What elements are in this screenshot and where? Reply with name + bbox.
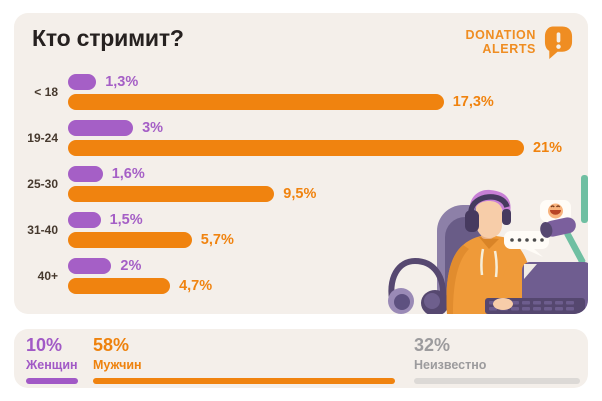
chart-row: 31-40 1,5% 5,7%: [18, 212, 562, 248]
summary-label: Неизвестно: [414, 357, 487, 372]
logo-line1: DONATION: [465, 27, 536, 42]
summary-value: 58%: [93, 335, 130, 355]
summary-label: Мужчин: [93, 357, 142, 372]
chart-row: 19-24 3% 21%: [18, 120, 562, 156]
category-label: 19-24: [27, 131, 58, 145]
men-bar-line: 21%: [68, 140, 562, 156]
donation-alerts-bubble-icon: [544, 26, 573, 59]
women-bar: [68, 258, 112, 274]
men-bar: [68, 186, 275, 202]
headphones-stand-graphic: [388, 257, 449, 314]
laptop-graphic: [485, 261, 588, 314]
men-bar: [68, 232, 192, 248]
bar-group: 1,5% 5,7%: [68, 212, 234, 248]
chart-card: Кто стримит? DONATION ALERTS < 18 1,3% 17,…: [14, 13, 588, 314]
men-bar-line: 17,3%: [68, 94, 494, 110]
summary-label: Женщин: [26, 357, 78, 372]
bar-value-label: 2%: [120, 258, 142, 274]
summary-unknown: 32% Неизвестно: [414, 336, 580, 384]
streamer-illustration: [388, 175, 588, 314]
bar-value-label: 1,5%: [109, 212, 143, 228]
men-bar: [68, 140, 524, 156]
women-bar-line: 2%: [68, 258, 212, 274]
hand-graphic: [493, 298, 513, 310]
women-bar: [68, 120, 134, 136]
bar-group: 3% 21%: [68, 120, 562, 156]
women-bar: [68, 212, 101, 228]
summary-value: 10%: [26, 335, 63, 355]
women-bar: [68, 166, 103, 182]
men-bar: [68, 278, 171, 294]
bar-value-label: 9,5%: [283, 186, 317, 202]
donation-alerts-logo: DONATION ALERTS: [465, 24, 574, 60]
summary-value: 32%: [414, 335, 451, 355]
bar-value-label: 5,7%: [200, 232, 234, 248]
bar-value-label: 4,7%: [179, 278, 213, 294]
gender-summary-card: 10% Женщин 58% Мужчин 32% Неизвестно: [14, 329, 588, 388]
bar-group: 1,3% 17,3%: [68, 74, 494, 110]
bar-value-label: 1,3%: [105, 74, 139, 90]
emoji-bubble-graphic: [540, 200, 571, 222]
category-label: 40+: [37, 269, 58, 283]
category-label: < 18: [34, 85, 58, 99]
chart-row: < 18 1,3% 17,3%: [18, 74, 562, 110]
chat-bubble-graphic: [504, 231, 549, 257]
bar-value-label: 21%: [533, 140, 563, 156]
women-bar-line: 1,3%: [68, 74, 494, 90]
summary-bar: [26, 377, 78, 384]
bar-group: 2% 4,7%: [68, 258, 212, 294]
summary-men: 58% Мужчин: [93, 336, 395, 384]
category-label: 31-40: [27, 223, 58, 237]
chart-row: 25-30 1,6% 9,5%: [18, 166, 562, 202]
page-title: Кто стримит?: [32, 25, 184, 51]
summary-bar: [414, 377, 580, 384]
summary-bar: [93, 377, 395, 384]
bar-chart: < 18 1,3% 17,3% 19-24 3% 21% 25-30 1,6% 9,5% 31-4…: [18, 74, 562, 304]
women-bar-line: 3%: [68, 120, 562, 136]
bar-value-label: 3%: [142, 120, 164, 136]
men-bar-line: 9,5%: [68, 186, 316, 202]
men-bar: [68, 94, 444, 110]
women-bar-line: 1,6%: [68, 166, 316, 182]
logo-text: DONATION ALERTS: [465, 28, 536, 57]
bar-group: 1,6% 9,5%: [68, 166, 316, 202]
men-bar-line: 5,7%: [68, 232, 234, 248]
bar-value-label: 17,3%: [452, 94, 494, 110]
chart-row: 40+ 2% 4,7%: [18, 258, 562, 294]
women-bar: [68, 74, 97, 90]
men-bar-line: 4,7%: [68, 278, 212, 294]
women-bar-line: 1,5%: [68, 212, 234, 228]
category-label: 25-30: [27, 177, 58, 191]
bar-value-label: 1,6%: [111, 166, 145, 182]
summary-women: 10% Женщин: [26, 336, 78, 384]
logo-line2: ALERTS: [482, 42, 536, 56]
